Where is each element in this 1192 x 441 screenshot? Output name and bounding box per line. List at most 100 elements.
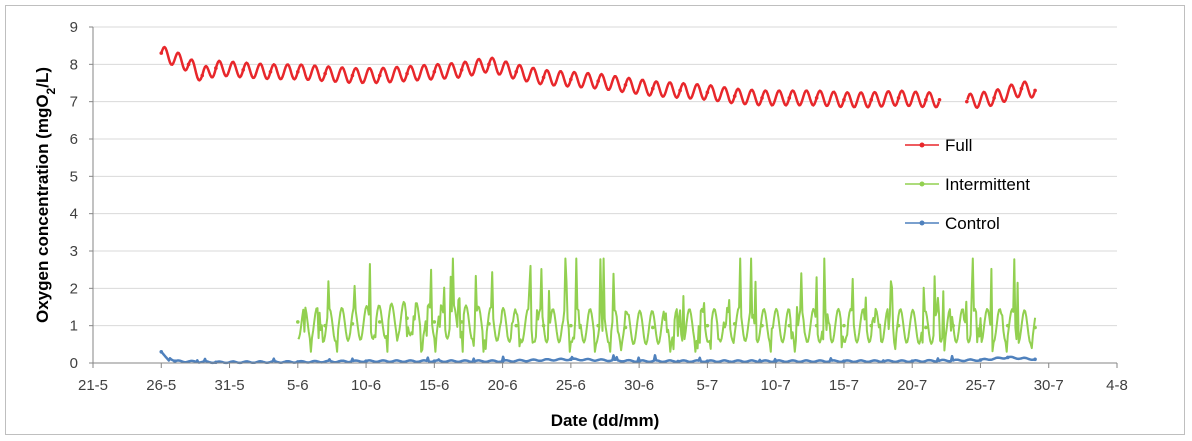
x-tick-label: 5-6 bbox=[287, 377, 309, 394]
data-point-control bbox=[364, 359, 368, 363]
y-tick-label: 4 bbox=[70, 206, 78, 223]
data-point-full bbox=[159, 51, 164, 55]
data-point-full bbox=[569, 77, 573, 82]
data-point-intermittent bbox=[978, 323, 983, 328]
data-point-intermittent bbox=[459, 320, 464, 324]
data-point-full bbox=[732, 94, 737, 98]
data-point-full bbox=[896, 96, 901, 100]
y-tick-label: 9 bbox=[70, 19, 78, 36]
y-tick-label: 6 bbox=[70, 131, 78, 148]
x-tick-label: 26-5 bbox=[146, 377, 176, 394]
data-point-intermittent bbox=[377, 320, 382, 324]
data-point-full bbox=[678, 88, 682, 93]
data-point-intermittent bbox=[760, 323, 764, 328]
data-point-full bbox=[596, 79, 600, 83]
legend-marker-control bbox=[919, 220, 925, 226]
y-tick-label: 1 bbox=[70, 318, 78, 335]
data-point-control bbox=[842, 359, 846, 363]
data-point-intermittent bbox=[678, 323, 682, 328]
data-point-intermittent bbox=[623, 325, 628, 330]
data-point-control bbox=[773, 359, 778, 363]
data-point-intermittent bbox=[596, 323, 600, 328]
legend-marker-intermittent bbox=[919, 181, 925, 187]
data-point-full bbox=[296, 70, 300, 74]
series-line-full bbox=[160, 45, 941, 109]
data-point-full bbox=[350, 73, 355, 78]
series-line-intermittent bbox=[297, 257, 1037, 353]
series-line-full bbox=[966, 80, 1037, 109]
data-point-full bbox=[405, 71, 409, 76]
y-tick-label: 5 bbox=[70, 168, 78, 185]
data-point-intermittent bbox=[732, 322, 737, 326]
series-line-control bbox=[160, 350, 1036, 365]
y-tick-label: 8 bbox=[70, 56, 78, 73]
data-point-control bbox=[1033, 357, 1037, 362]
data-point-intermittent bbox=[541, 323, 546, 328]
data-point-full bbox=[705, 90, 710, 95]
tick-labels: 0 1 2 3 4 5 6 7 8 9 21-5 26-5 31-5 5-6 10-6 15-6 20-6 25-… bbox=[70, 19, 1128, 394]
x-tick-label: 4-8 bbox=[1106, 377, 1128, 394]
x-tick-label: 5-7 bbox=[697, 377, 719, 394]
data-point-full bbox=[541, 75, 546, 80]
data-point-full bbox=[937, 98, 942, 102]
x-tick-label: 25-7 bbox=[965, 377, 995, 394]
y-axis-title: Oxygen concentration (mgO2/L) bbox=[33, 67, 58, 323]
data-point-full bbox=[965, 99, 969, 104]
data-point-intermittent bbox=[924, 325, 928, 330]
data-point-full bbox=[487, 62, 491, 67]
data-point-full bbox=[214, 66, 218, 70]
legend-label-intermittent: Intermittent bbox=[945, 175, 1030, 194]
data-point-intermittent bbox=[487, 322, 491, 326]
data-point-intermittent bbox=[896, 323, 901, 328]
data-point-full bbox=[1019, 86, 1024, 91]
data-point-full bbox=[623, 83, 628, 87]
data-point-full bbox=[377, 73, 382, 78]
data-point-intermittent bbox=[569, 323, 573, 328]
data-point-intermittent bbox=[650, 325, 655, 330]
axes bbox=[92, 27, 1117, 364]
data-point-control bbox=[1005, 355, 1010, 360]
data-point-full bbox=[760, 96, 764, 100]
data-point-control bbox=[569, 357, 573, 362]
x-tick-label: 10-6 bbox=[351, 377, 381, 394]
y-axis-title-unit: /L) bbox=[33, 67, 52, 88]
data-point-full bbox=[787, 96, 792, 100]
data-point-control bbox=[910, 359, 914, 363]
data-point-intermittent bbox=[514, 323, 519, 328]
x-tick-label: 30-7 bbox=[1034, 377, 1064, 394]
data-point-control bbox=[159, 350, 164, 354]
y-axis-title-subscript: 2 bbox=[44, 87, 58, 94]
data-point-full bbox=[869, 98, 874, 102]
data-point-full bbox=[1033, 88, 1037, 93]
data-point-control bbox=[637, 359, 641, 363]
data-point-intermittent bbox=[842, 323, 846, 328]
data-point-intermittent bbox=[350, 322, 355, 326]
data-point-control bbox=[432, 359, 437, 363]
series-intermittent bbox=[296, 257, 1037, 353]
data-point-intermittent bbox=[814, 323, 819, 328]
data-point-full bbox=[992, 96, 996, 100]
data-point-full bbox=[814, 96, 819, 100]
data-point-intermittent bbox=[869, 323, 874, 328]
data-point-intermittent bbox=[1005, 323, 1010, 328]
legend-marker-full bbox=[919, 142, 925, 148]
y-tick-label: 7 bbox=[70, 94, 78, 111]
data-point-intermittent bbox=[405, 316, 409, 321]
data-point-control bbox=[705, 359, 710, 363]
x-tick-label: 10-7 bbox=[761, 377, 791, 394]
legend-label-full: Full bbox=[945, 136, 972, 155]
data-point-control bbox=[500, 359, 505, 363]
data-point-control bbox=[173, 359, 177, 363]
x-tick-label: 25-6 bbox=[556, 377, 586, 394]
data-point-full bbox=[432, 70, 437, 74]
x-tick-label: 31-5 bbox=[215, 377, 245, 394]
x-tick-label: 15-6 bbox=[419, 377, 449, 394]
x-axis-title: Date (dd/mm) bbox=[551, 411, 660, 430]
data-point-control bbox=[214, 360, 218, 365]
data-point-full bbox=[186, 62, 191, 67]
data-point-full bbox=[924, 98, 928, 102]
data-point-full bbox=[514, 70, 519, 74]
y-tick-label: 0 bbox=[70, 355, 78, 372]
data-point-full bbox=[323, 71, 327, 76]
